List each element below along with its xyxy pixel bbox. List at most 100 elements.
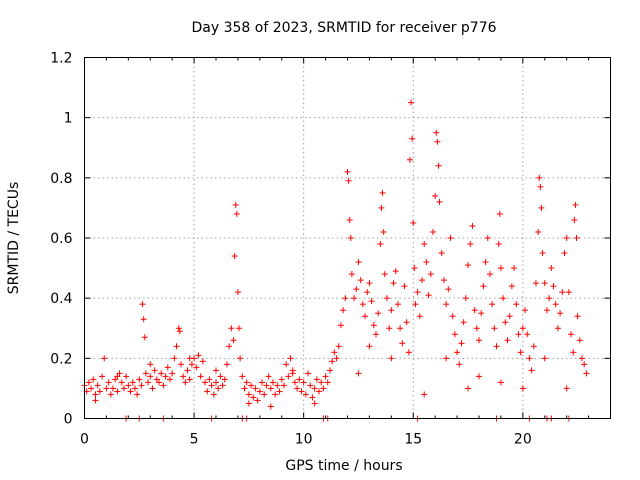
data-point (469, 222, 476, 229)
data-point (329, 358, 336, 365)
data-point (462, 295, 469, 302)
data-point (423, 259, 430, 266)
data-point (538, 204, 545, 211)
data-point (375, 310, 382, 317)
data-point (380, 228, 387, 235)
data-point (278, 376, 285, 383)
data-point (359, 301, 366, 308)
data-point (153, 376, 160, 383)
data-point (276, 388, 283, 395)
data-point (386, 325, 393, 332)
data-point (495, 241, 502, 248)
data-point (476, 337, 482, 344)
data-point (357, 277, 364, 284)
y-tick-label: 0 (64, 412, 73, 428)
data-point (581, 361, 588, 368)
data-point (447, 235, 454, 241)
data-point (250, 394, 257, 401)
data-point (289, 370, 296, 377)
y-tick-label: 1 (64, 111, 73, 127)
data-point (401, 283, 408, 290)
data-point (414, 289, 421, 296)
data-point (160, 382, 167, 389)
data-point (233, 210, 240, 217)
data-point (337, 322, 344, 329)
data-point (435, 162, 442, 169)
data-point (502, 319, 509, 326)
data-point (522, 307, 529, 314)
data-point (550, 283, 557, 290)
data-point (114, 373, 121, 380)
data-point (342, 295, 349, 302)
data-point (219, 382, 226, 389)
data-point (263, 382, 270, 389)
data-point (392, 268, 399, 275)
data-point (131, 385, 138, 392)
data-point (425, 292, 432, 299)
data-point (443, 355, 450, 362)
data-point (563, 235, 570, 241)
data-point (421, 241, 428, 248)
y-tick-label: 0.4 (50, 291, 72, 307)
data-point (120, 385, 127, 392)
data-point (511, 265, 518, 272)
data-point (231, 253, 238, 260)
data-point (259, 379, 266, 386)
data-point (171, 355, 178, 362)
data-point (162, 373, 169, 380)
data-point (239, 373, 246, 380)
data-point (300, 379, 307, 386)
data-point (388, 355, 395, 362)
data-point (269, 379, 276, 386)
data-point (504, 337, 511, 344)
data-point (519, 325, 526, 332)
data-point (486, 271, 493, 278)
x-tick-label: 20 (514, 432, 532, 448)
data-point (272, 391, 279, 398)
axis-ticks: 0 5 10 15 20 0 0.2 0.4 0.6 0.8 1 1.2 (50, 51, 611, 448)
data-point (316, 388, 323, 395)
data-point (353, 286, 360, 293)
data-point (109, 385, 116, 392)
data-point (213, 367, 219, 374)
data-point (524, 331, 531, 338)
data-point (572, 201, 579, 208)
data-point (445, 286, 452, 293)
data-point (438, 250, 445, 257)
data-point (99, 373, 106, 380)
data-point (432, 192, 439, 199)
y-tick-label: 0.2 (50, 351, 72, 367)
data-point (497, 265, 504, 272)
data-point (186, 376, 193, 383)
data-point (226, 343, 233, 350)
y-tick-label: 0.8 (50, 171, 72, 187)
data-point (535, 228, 542, 235)
data-point (412, 301, 419, 308)
data-point (411, 265, 418, 272)
data-point (103, 385, 110, 392)
data-point (429, 228, 436, 235)
x-tick-label: 15 (404, 432, 422, 448)
data-point (129, 379, 136, 386)
data-point (497, 379, 504, 386)
data-point (460, 319, 467, 326)
data-point (541, 280, 548, 287)
data-point (570, 349, 577, 356)
data-point (347, 235, 354, 241)
data-point (307, 382, 314, 389)
data-point (138, 382, 145, 389)
data-point (127, 388, 134, 395)
data-point (451, 331, 458, 338)
data-point (147, 373, 154, 380)
data-point (563, 385, 570, 392)
data-point (394, 301, 401, 308)
data-point (213, 379, 219, 386)
data-point (166, 376, 173, 383)
data-point (370, 322, 377, 329)
data-point (173, 343, 180, 350)
data-point (141, 334, 148, 341)
data-point (217, 373, 224, 380)
data-point (456, 361, 463, 368)
data-point (237, 355, 244, 362)
data-point (298, 388, 305, 395)
